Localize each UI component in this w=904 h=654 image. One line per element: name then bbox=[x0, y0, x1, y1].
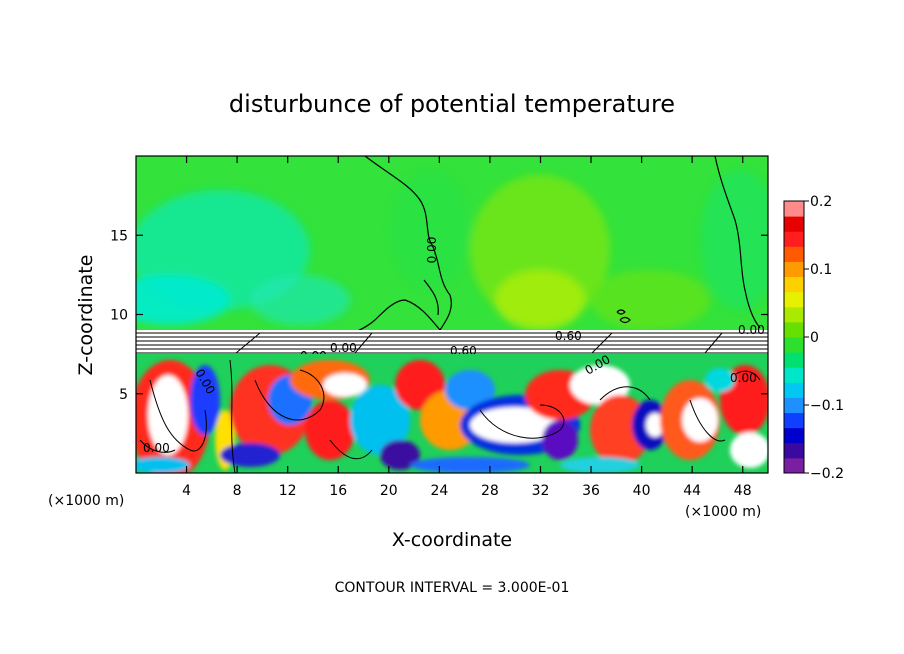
x-axis: 4 8 12 16 20 24 28 32 36 40 44 48 bbox=[182, 156, 752, 499]
x-tick-label: 40 bbox=[633, 483, 651, 499]
x-tick-label: 4 bbox=[182, 483, 191, 499]
contour-label: 0.60 bbox=[555, 329, 582, 343]
colorbar-tick-label: 0.1 bbox=[810, 262, 832, 278]
y-axis-unit: (×1000 m) bbox=[48, 493, 124, 509]
colorbar-segment bbox=[784, 412, 804, 429]
y-tick-label: 10 bbox=[110, 308, 128, 324]
x-tick-label: 28 bbox=[481, 483, 499, 499]
x-tick-label: 8 bbox=[233, 483, 242, 499]
colorbar-segment bbox=[784, 321, 804, 338]
upper-layer-variations bbox=[136, 170, 768, 330]
x-tick-label: 32 bbox=[532, 483, 550, 499]
plot-area: 0.00 0.00 0.00 0.60 0.60 bbox=[136, 156, 768, 473]
colorbar-segment bbox=[784, 246, 804, 262]
colorbar-ticks: 0.2 0.1 0 −0.1 −0.2 bbox=[804, 194, 844, 482]
lower-layer-eddies bbox=[136, 360, 768, 473]
x-tick-label: 36 bbox=[582, 483, 600, 499]
colorbar-tick-label: −0.2 bbox=[810, 466, 844, 482]
x-tick-label: 16 bbox=[329, 483, 347, 499]
x-axis-unit: (×1000 m) bbox=[685, 504, 761, 520]
colorbar-tick-label: −0.1 bbox=[810, 398, 844, 414]
x-axis-label: X-coordinate bbox=[392, 529, 512, 551]
contour-interval: CONTOUR INTERVAL = 3.000E-01 bbox=[335, 580, 570, 596]
y-axis-label: Z-coordinate bbox=[75, 255, 97, 376]
x-tick-label: 24 bbox=[430, 483, 448, 499]
colorbar bbox=[783, 200, 805, 474]
colorbar-segment bbox=[784, 231, 804, 247]
colorbar-segment bbox=[784, 367, 804, 383]
colorbar-segment bbox=[784, 352, 804, 368]
colorbar-segment bbox=[784, 216, 804, 232]
lower-contours bbox=[139, 359, 761, 473]
upper-contours bbox=[354, 156, 761, 333]
colorbar-segment bbox=[784, 442, 804, 459]
inversion-band bbox=[136, 330, 768, 354]
x-tick-label: 20 bbox=[380, 483, 398, 499]
colorbar-segment bbox=[784, 306, 804, 323]
colorbar-segment bbox=[784, 201, 804, 217]
y-axis: 5 10 15 bbox=[110, 228, 768, 403]
x-tick-label: 48 bbox=[734, 483, 752, 499]
chart-title: disturbunce of potential temperature bbox=[229, 90, 675, 118]
contour-label: 0.00 bbox=[143, 441, 170, 455]
colorbar-segment bbox=[784, 427, 804, 444]
colorbar-segment bbox=[784, 291, 804, 308]
y-tick-label: 15 bbox=[110, 228, 128, 244]
colorbar-segment bbox=[784, 397, 804, 414]
contour-label: 0.00 bbox=[330, 341, 357, 355]
colorbar-segment bbox=[784, 261, 804, 278]
contour-label: 0.00 bbox=[425, 237, 439, 264]
colorbar-segment bbox=[784, 276, 804, 293]
colorbar-tick-label: 0.2 bbox=[810, 194, 832, 210]
colorbar-tick-label: 0 bbox=[810, 330, 819, 346]
colorbar-segment bbox=[784, 382, 804, 398]
contour-label: 0.00 bbox=[730, 371, 757, 385]
contour-label: 0.00 bbox=[738, 323, 765, 337]
y-tick-label: 5 bbox=[119, 387, 128, 403]
colorbar-segment bbox=[784, 337, 804, 353]
x-tick-label: 44 bbox=[683, 483, 701, 499]
x-tick-label: 12 bbox=[279, 483, 297, 499]
colorbar-segment bbox=[784, 457, 804, 474]
inversion-contours bbox=[136, 332, 768, 354]
